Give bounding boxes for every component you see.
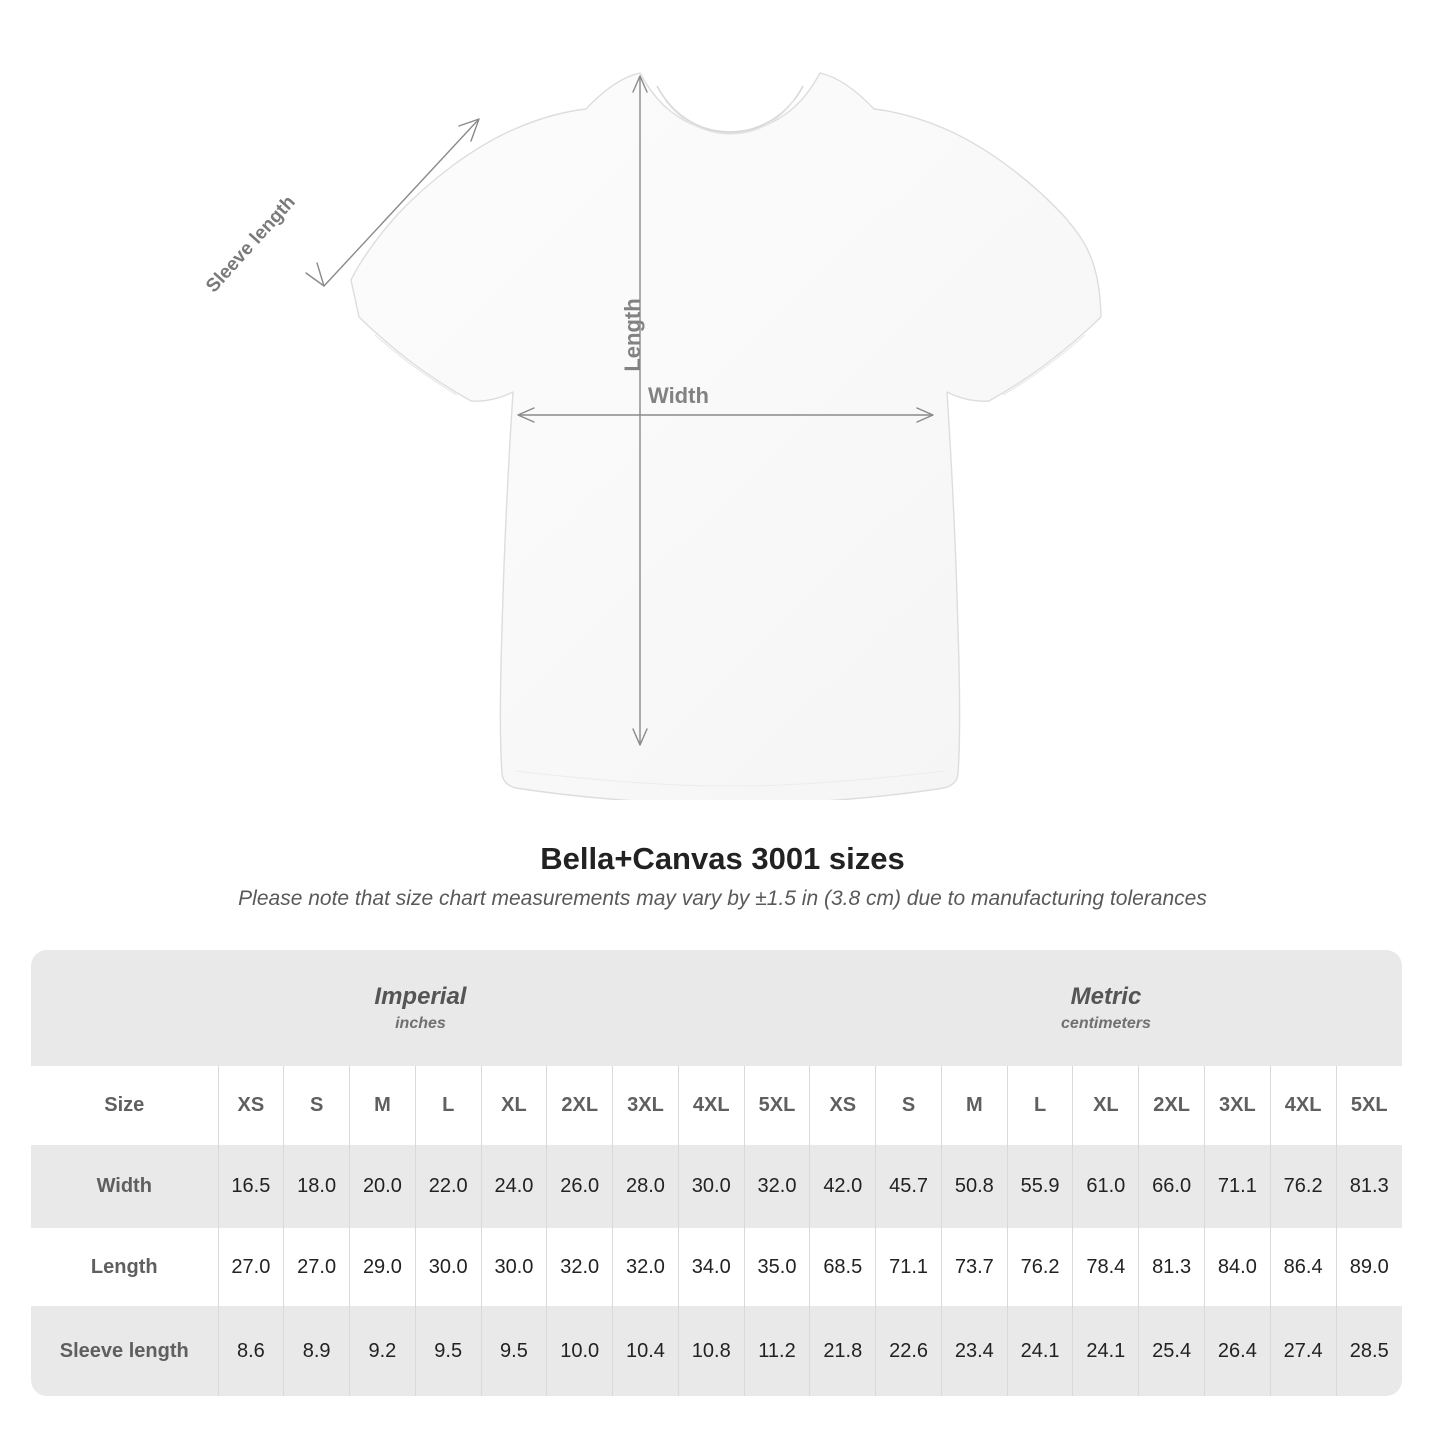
svg-text:Sleeve length: Sleeve length	[202, 192, 300, 297]
svg-text:Width: Width	[648, 383, 709, 408]
svg-text:Length: Length	[620, 298, 645, 371]
